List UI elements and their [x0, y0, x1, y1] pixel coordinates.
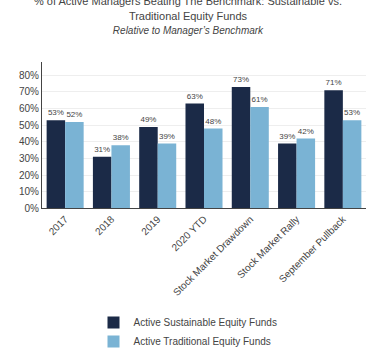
svg-text:63%: 63% [187, 92, 203, 101]
svg-text:2019: 2019 [139, 213, 163, 237]
svg-text:71%: 71% [326, 78, 342, 87]
svg-text:49%: 49% [140, 115, 156, 124]
svg-text:53%: 53% [344, 108, 360, 117]
svg-text:20%: 20% [19, 170, 39, 181]
svg-text:50%: 50% [19, 120, 39, 131]
svg-text:42%: 42% [298, 127, 314, 136]
svg-text:31%: 31% [94, 145, 110, 154]
svg-text:80%: 80% [19, 70, 39, 81]
svg-text:70%: 70% [19, 86, 39, 97]
svg-text:2018: 2018 [93, 213, 117, 237]
svg-text:53%: 53% [48, 108, 64, 117]
svg-text:39%: 39% [159, 132, 175, 141]
svg-text:10%: 10% [19, 186, 39, 197]
svg-text:2017: 2017 [47, 213, 71, 237]
svg-text:% of Active Managers Beating T: % of Active Managers Beating The Benchma… [34, 0, 342, 36]
svg-text:0%: 0% [25, 203, 40, 214]
svg-text:Active Sustainable Equity Fund: Active Sustainable Equity Funds [134, 317, 277, 328]
svg-text:Stock Market Drawdown: Stock Market Drawdown [171, 214, 255, 298]
svg-text:Active Traditional Equity Fund: Active Traditional Equity Funds [134, 336, 271, 347]
svg-text:40%: 40% [19, 136, 39, 147]
svg-text:September Pullback: September Pullback [277, 213, 349, 285]
svg-text:30%: 30% [19, 153, 39, 164]
svg-text:60%: 60% [19, 103, 39, 114]
svg-text:48%: 48% [205, 117, 221, 126]
svg-text:52%: 52% [66, 110, 82, 119]
svg-text:73%: 73% [233, 75, 249, 84]
svg-text:39%: 39% [279, 132, 295, 141]
svg-text:61%: 61% [252, 95, 268, 104]
svg-text:38%: 38% [113, 133, 129, 142]
svg-text:2020 YTD: 2020 YTD [169, 214, 208, 253]
svg-text:Stock Market Rally: Stock Market Rally [235, 214, 302, 281]
